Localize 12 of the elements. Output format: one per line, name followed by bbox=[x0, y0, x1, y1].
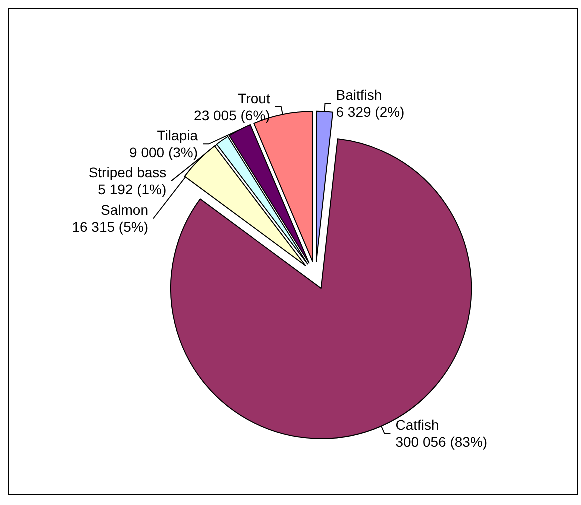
data-label: 300 056 (83%) bbox=[396, 434, 488, 450]
slice-label: Trout bbox=[238, 90, 270, 106]
slice-label: Catfish bbox=[396, 417, 440, 434]
data-label: 6 329 (2%) bbox=[336, 104, 405, 120]
slice-label: Striped bass bbox=[88, 164, 167, 181]
data-label: 23 005 (6%) bbox=[194, 107, 270, 124]
slice-label: Baitfish bbox=[336, 87, 382, 104]
data-label: 9 000 (3%) bbox=[130, 144, 198, 161]
slice-label: Salmon bbox=[101, 202, 148, 218]
slice-label: Tilapia bbox=[157, 128, 198, 144]
data-label: 5 192 (1%) bbox=[98, 182, 167, 198]
data-label: 16 315 (5%) bbox=[72, 219, 148, 236]
